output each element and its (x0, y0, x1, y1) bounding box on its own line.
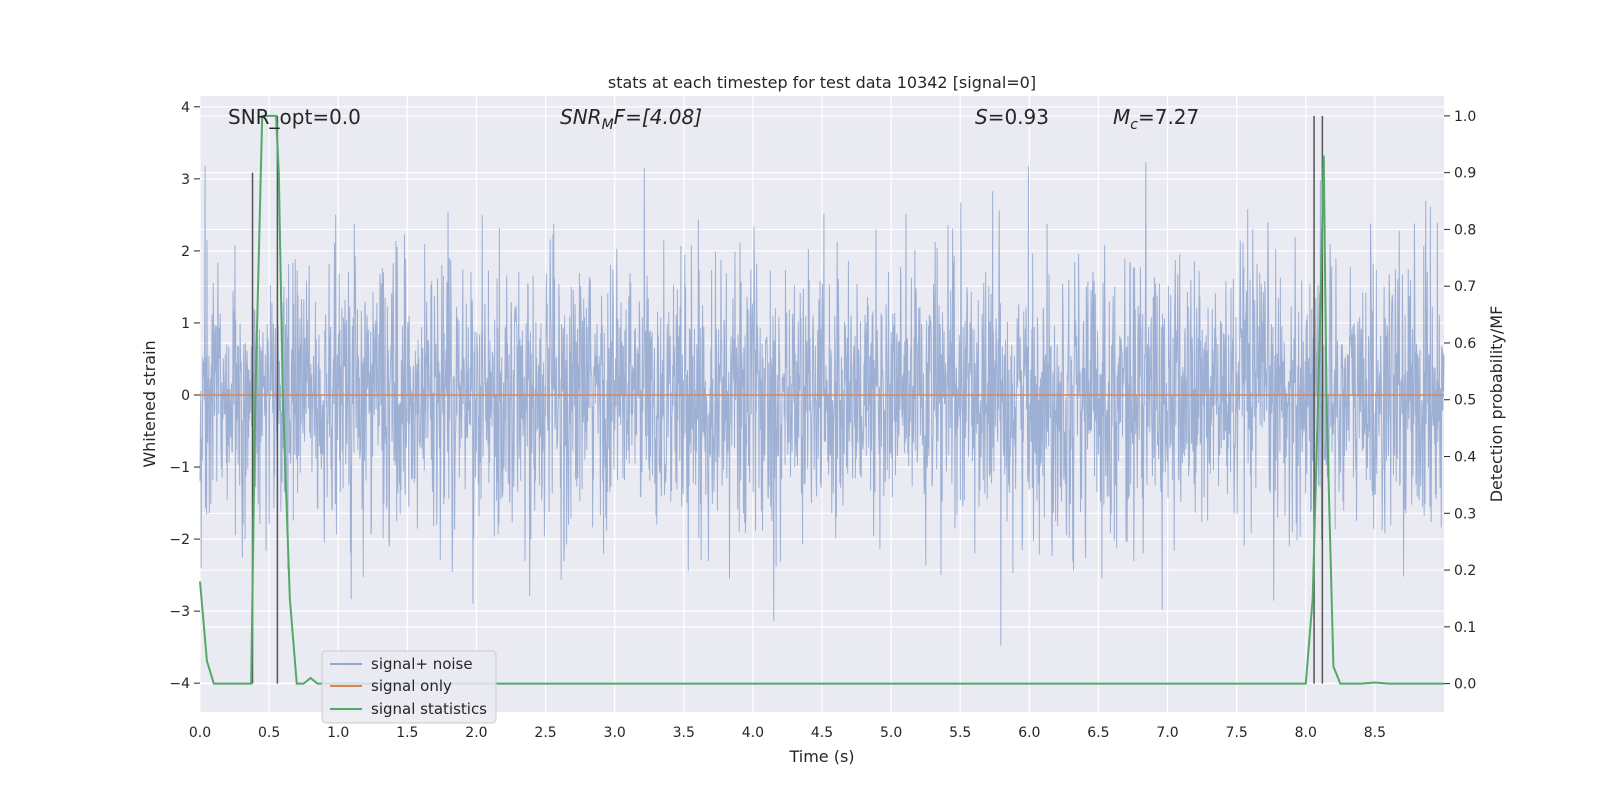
s-var: S (975, 105, 988, 129)
mc-sub: c (1130, 117, 1138, 133)
y-tick-label: −1 (169, 460, 190, 476)
legend: signal+ noise signal only signal statist… (321, 650, 497, 724)
x-tick-label: 5.5 (949, 725, 971, 741)
mc-var: M (1113, 105, 1130, 129)
legend-label-signal-noise: signal+ noise (371, 655, 473, 673)
snr-mf-rest: F=[4.08] (614, 105, 702, 129)
y-tick-label: 2 (181, 244, 190, 260)
y-tick-label: −3 (169, 604, 190, 620)
x-tick-label: 8.0 (1295, 725, 1317, 741)
x-tick-label: 2.5 (534, 725, 556, 741)
signal-noise-series (199, 161, 1445, 646)
y2-tick-label: 0.5 (1454, 393, 1476, 409)
x-tick-label: 6.0 (1018, 725, 1040, 741)
x-tick-label: 7.5 (1226, 725, 1248, 741)
legend-label-signal-statistics: signal statistics (371, 700, 487, 718)
y-tick-label: 1 (181, 316, 190, 332)
x-tick-label: 4.0 (742, 725, 764, 741)
x-tick-label: 3.0 (604, 725, 626, 741)
x-tick-label: 2.0 (465, 725, 487, 741)
y2-tick-label: 0.8 (1454, 222, 1476, 238)
annotation-snr-mf: SNRMF=[4.08] (560, 105, 702, 133)
x-tick-label: 8.5 (1364, 725, 1386, 741)
y-tick-label: 4 (181, 100, 190, 116)
y2-tick-label: 0.0 (1454, 677, 1476, 693)
y2-tick-label: 0.4 (1454, 450, 1476, 466)
snr-mf-sub: M (602, 117, 614, 133)
x-tick-label: 5.0 (880, 725, 902, 741)
mc-value: =7.27 (1138, 105, 1199, 129)
y2-axis-label: Detection probability/MF (1487, 306, 1506, 503)
y-tick-label: 3 (181, 172, 190, 188)
x-tick-label: 1.0 (327, 725, 349, 741)
y2-tick-label: 0.1 (1454, 620, 1476, 636)
y-tick-label: 0 (181, 388, 190, 404)
s-value: =0.93 (988, 105, 1049, 129)
chart-title: stats at each timestep for test data 103… (608, 73, 1036, 92)
y-tick-label: −4 (169, 676, 190, 692)
y-axis-label: Whitened strain (140, 340, 159, 467)
annotation-s: S=0.93 (975, 105, 1049, 129)
legend-box (321, 650, 497, 724)
annotation-snr-opt: SNR_opt=0.0 (228, 105, 361, 129)
x-axis-label: Time (s) (788, 747, 854, 766)
x-tick-label: 7.0 (1156, 725, 1178, 741)
x-tick-label: 1.5 (396, 725, 418, 741)
y2-tick-label: 0.2 (1454, 563, 1476, 579)
x-tick-label: 0.5 (258, 725, 280, 741)
y-tick-label: −2 (169, 532, 190, 548)
y2-tick-label: 0.6 (1454, 336, 1476, 352)
legend-label-signal-only: signal only (371, 677, 452, 695)
x-tick-label: 4.5 (811, 725, 833, 741)
annotation-mc: Mc=7.27 (1113, 105, 1199, 133)
y2-tick-label: 0.3 (1454, 506, 1476, 522)
signal-noise-line (199, 161, 1445, 646)
x-tick-label: 3.5 (673, 725, 695, 741)
x-tick-label: 6.5 (1087, 725, 1109, 741)
y2-tick-label: 1.0 (1454, 109, 1476, 125)
y2-tick-label: 0.7 (1454, 279, 1476, 295)
ticks: 0.0 0.5 1.0 1.5 2.0 2.5 3.0 3.5 4.0 4.5 5.0 5.5 6.0 6… (169, 100, 1476, 741)
y2-tick-label: 0.9 (1454, 166, 1476, 182)
x-tick-label: 0.0 (189, 725, 211, 741)
snr-mf-prefix: SNR (560, 105, 602, 129)
